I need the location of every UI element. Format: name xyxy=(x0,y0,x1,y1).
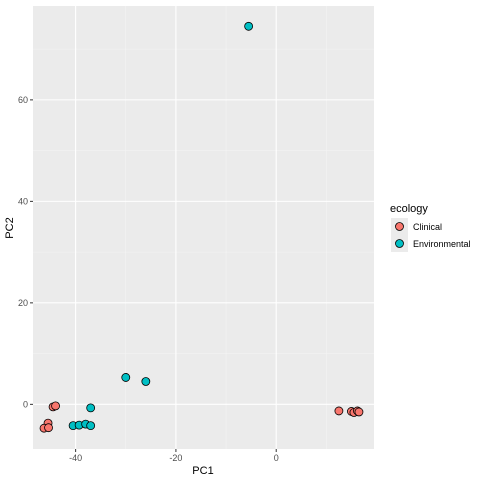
data-point-environmental xyxy=(141,377,151,386)
x-tick-label: 0 xyxy=(274,453,279,463)
y-tick-label: 40 xyxy=(18,196,28,206)
data-point-environmental xyxy=(121,373,131,382)
y-tick-label: 0 xyxy=(23,399,28,409)
legend-marker-environmental xyxy=(395,239,404,248)
data-point-environmental xyxy=(244,21,254,31)
minor-gridlines xyxy=(33,6,374,449)
y-tick-label: 20 xyxy=(18,298,28,308)
data-point-environmental xyxy=(86,421,96,431)
y-axis: 0 20 40 60 xyxy=(18,95,33,409)
legend-label-environmental: Environmental xyxy=(413,239,471,249)
legend-label-clinical: Clinical xyxy=(413,222,442,232)
x-axis-title: PC1 xyxy=(192,465,213,477)
plot-panel xyxy=(33,6,374,449)
legend-title: ecology xyxy=(390,203,428,215)
legend: ecology Clinical Environmental xyxy=(390,203,471,252)
x-axis: -40 -20 0 xyxy=(69,449,279,463)
x-tick-label: -20 xyxy=(169,453,182,463)
data-point-clinical xyxy=(354,407,364,417)
x-tick-label: -40 xyxy=(69,453,82,463)
data-point-clinical xyxy=(51,401,60,411)
data-points xyxy=(39,21,364,433)
data-point-environmental xyxy=(86,403,96,413)
data-point-clinical xyxy=(44,423,53,433)
legend-marker-clinical xyxy=(395,222,404,231)
data-point-clinical xyxy=(334,406,344,416)
y-axis-title: PC2 xyxy=(4,217,16,238)
y-tick-label: 60 xyxy=(18,95,28,105)
